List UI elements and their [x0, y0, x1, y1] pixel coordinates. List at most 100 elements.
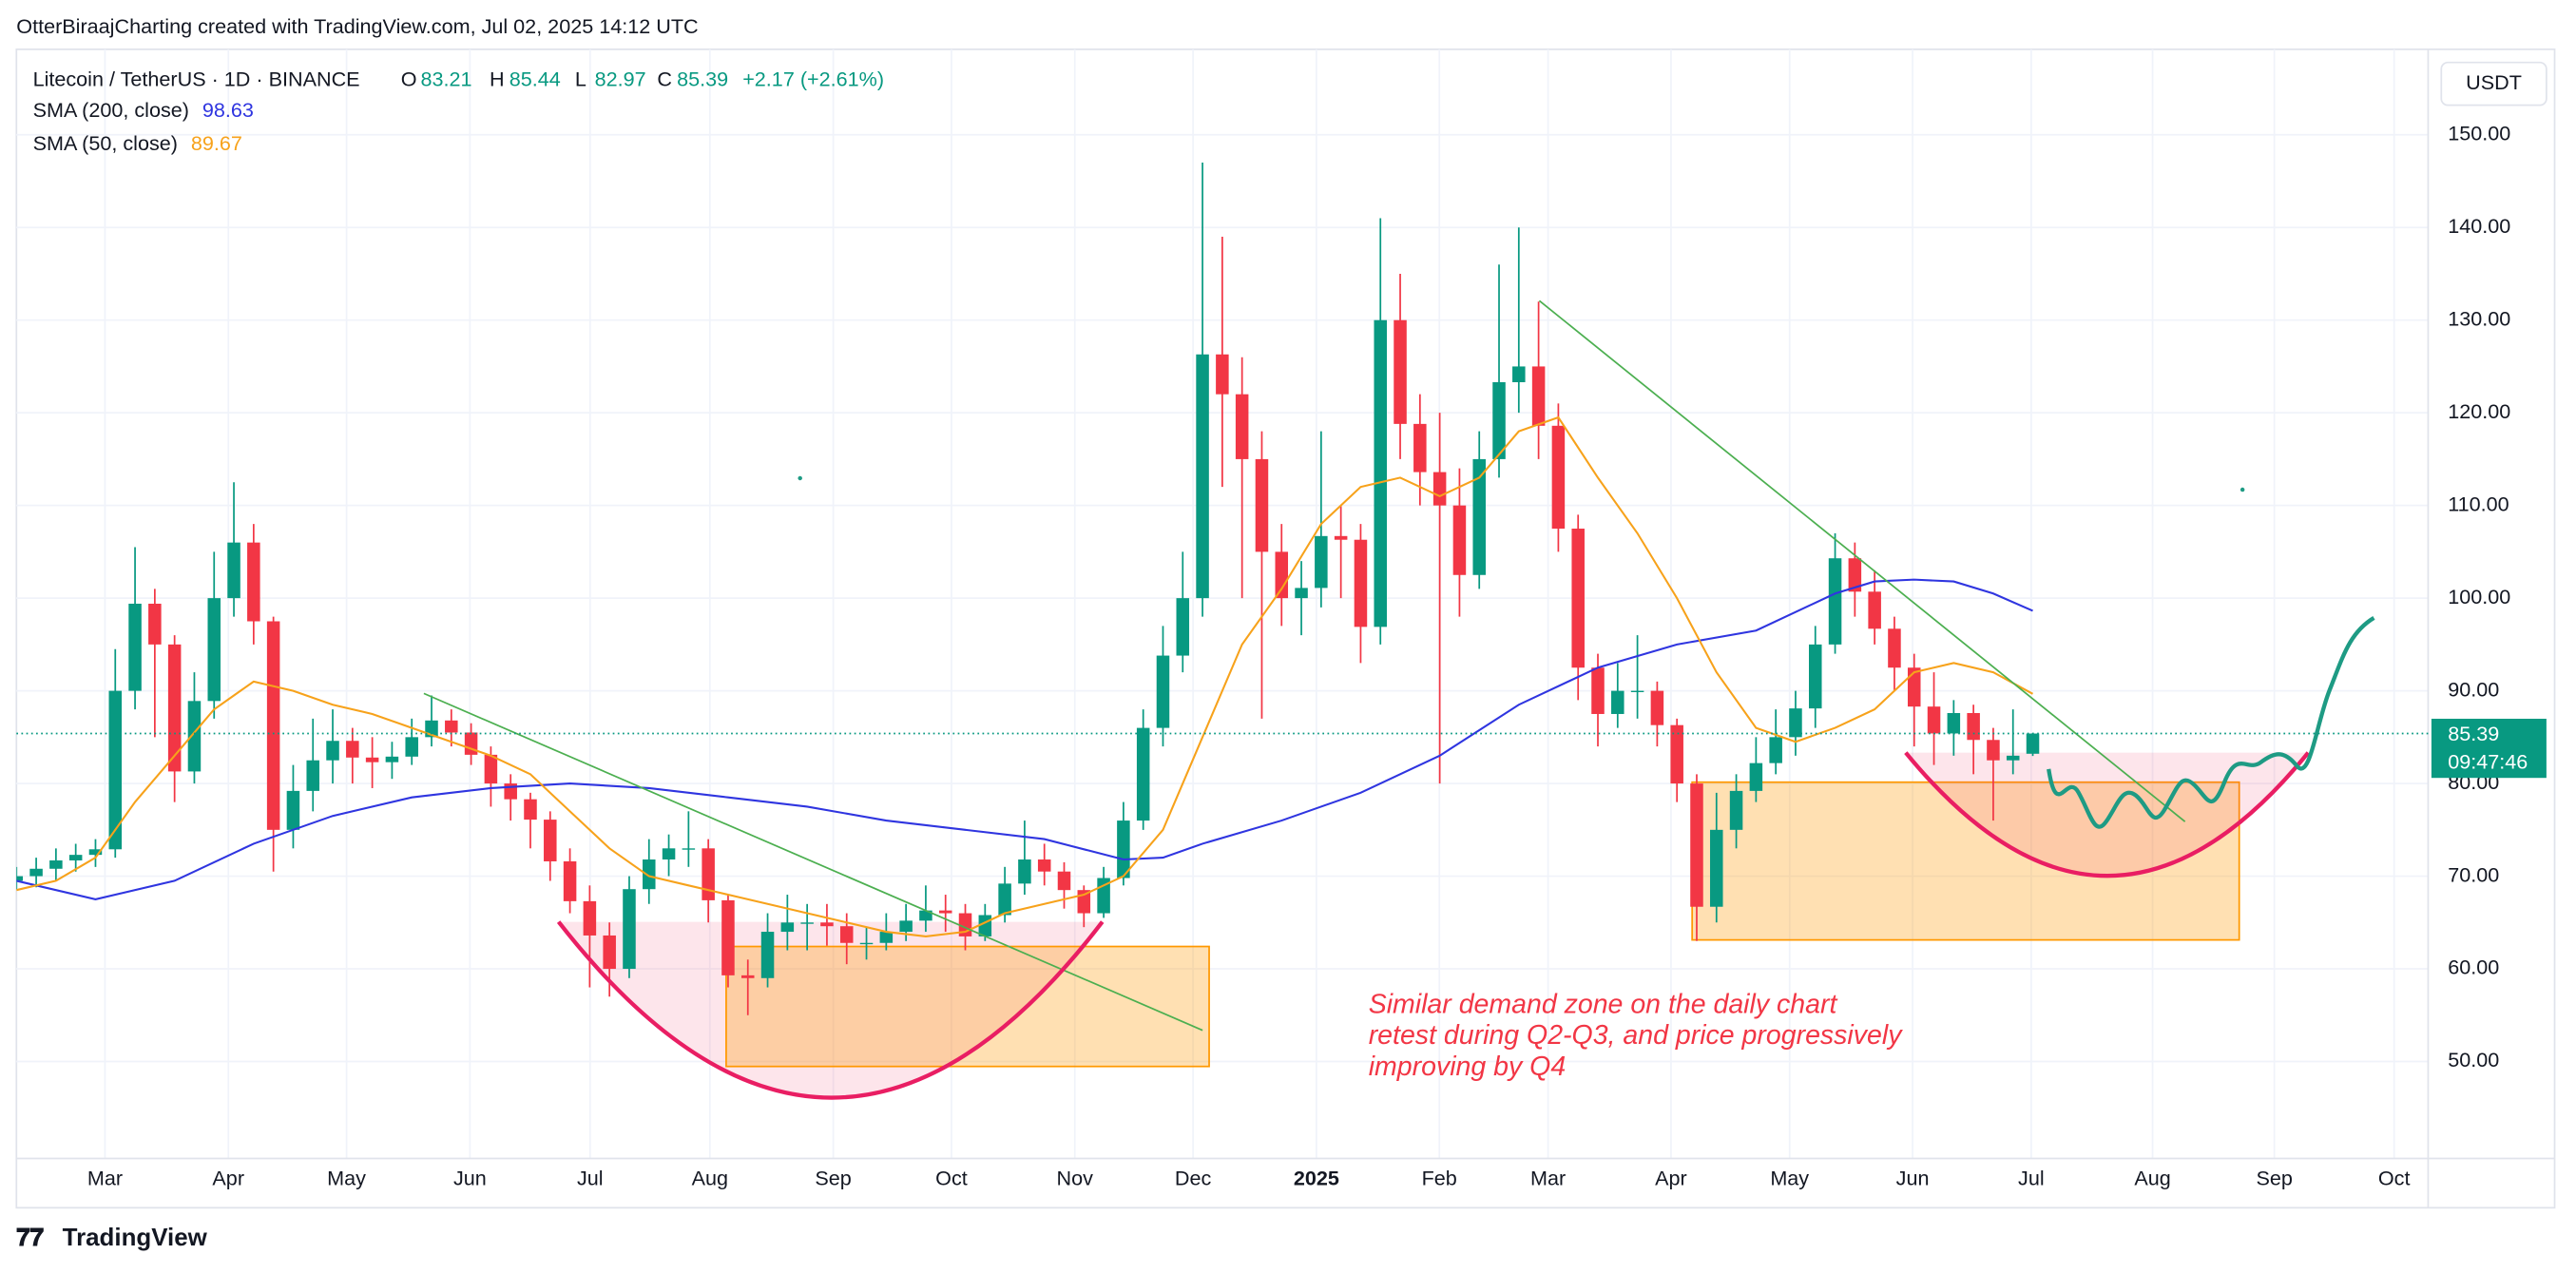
symbol-title: Litecoin / TetherUS · 1D · BINANCE [33, 67, 360, 90]
candle-body [128, 603, 142, 691]
candle-body [464, 732, 478, 755]
candle-body [148, 603, 162, 645]
candle-body [266, 621, 280, 830]
x-tick-label: Sep [815, 1167, 851, 1190]
candle-body [1176, 598, 1190, 656]
candle-body [306, 760, 319, 791]
candle-body [1531, 366, 1546, 426]
candle-body [1018, 859, 1031, 884]
candle-body [385, 756, 399, 762]
candle-body [1828, 558, 1842, 645]
candle-body [1650, 690, 1664, 725]
y-tick-label: 150.00 [2448, 121, 2510, 145]
candle-body [662, 848, 676, 860]
arc [1904, 751, 2310, 878]
candle-body [1413, 423, 1427, 473]
candle-body [247, 542, 260, 622]
candle-body [879, 932, 894, 943]
plot [16, 162, 2040, 1015]
candle-body [1888, 628, 1901, 668]
y-tick-label: 100.00 [2448, 585, 2510, 608]
candle-body [1354, 539, 1368, 627]
candle-body [524, 799, 537, 820]
candle-body [1987, 740, 2000, 761]
dot [2240, 487, 2245, 492]
candle-body [1710, 829, 1723, 907]
candle-body [1809, 644, 1822, 709]
candle-body [1571, 529, 1585, 668]
x-tick-label: Apr [212, 1167, 244, 1190]
candle-body [839, 926, 854, 943]
candle-body [1235, 394, 1249, 459]
candle-body [1690, 783, 1703, 907]
candle-body [1947, 713, 1961, 734]
y-tick-label: 120.00 [2448, 399, 2510, 423]
candle-body [346, 741, 359, 758]
y-tick-label: 130.00 [2448, 306, 2510, 330]
candle-body [1374, 319, 1387, 627]
candle-body [88, 849, 103, 856]
ohlc-value: 83.21 [420, 67, 471, 90]
candle-body [29, 868, 43, 877]
candle-body [1334, 535, 1348, 540]
candle-body [1551, 425, 1566, 530]
candle-body [919, 910, 932, 921]
candle-body [682, 848, 696, 850]
candle-body [1927, 706, 1941, 734]
candle-body [899, 920, 913, 933]
candle-body [1848, 558, 1862, 592]
dot [798, 475, 802, 481]
candle-body [286, 790, 300, 830]
candle-body [1749, 762, 1763, 791]
candle-body [326, 741, 339, 761]
candle-body [603, 935, 616, 970]
x-tick-label: Mar [87, 1167, 123, 1190]
annotation: improving by Q4 [1369, 1052, 1567, 1082]
x-tick-label: Dec [1175, 1167, 1212, 1190]
x-tick-label: Jul [577, 1167, 604, 1190]
x-tick-label: Aug [692, 1167, 728, 1190]
chart-frame [15, 48, 2556, 1209]
candle-body [1591, 667, 1605, 714]
candle-body [1630, 690, 1644, 692]
candle-body [1136, 727, 1150, 821]
candle-body [1611, 690, 1624, 714]
candle-body [2026, 733, 2040, 754]
candle-body [2006, 755, 2020, 761]
x-tick-label: May [1770, 1167, 1809, 1190]
candle-body [544, 820, 557, 861]
candle-body [563, 860, 577, 901]
annotation: retest during Q2-Q3, and price progressi… [1369, 1020, 1904, 1051]
candle-body [1315, 535, 1328, 589]
candle-body [445, 720, 458, 733]
candle-body [1057, 871, 1071, 891]
currency-button[interactable] [2440, 61, 2547, 106]
candle-body [1670, 724, 1683, 784]
sma-line [16, 415, 2034, 937]
sma-line [16, 578, 2033, 900]
x-tick-label: Oct [935, 1167, 968, 1190]
x-tick-label: Nov [1057, 1167, 1094, 1190]
x-tick-label: Oct [2378, 1167, 2411, 1190]
ohlc-label: C [657, 67, 672, 90]
y-tick-label: 50.00 [2448, 1048, 2499, 1071]
candle-body [49, 859, 63, 869]
candle-body [405, 737, 418, 757]
annotation: Similar demand zone on the daily chart [1369, 989, 1838, 1019]
candle-body [1967, 713, 1980, 741]
candle-body [623, 889, 636, 970]
ohlc-value: 82.97 [595, 67, 646, 90]
ohlc-value: 85.39 [677, 67, 728, 90]
candle-body [187, 701, 202, 772]
credit: OtterBiraajCharting created with Trading… [16, 14, 698, 38]
currency[interactable]: USDT [2466, 70, 2522, 94]
candle-body [227, 542, 240, 599]
candle-body [820, 922, 834, 927]
candle-body [1156, 655, 1170, 728]
overlay-drawings: Similar demand zone on the daily chart r… [423, 299, 2375, 1100]
x-tick-label: May [327, 1167, 366, 1190]
x-tick-label: Mar [1530, 1167, 1566, 1190]
last-price-label: 85.39 [2448, 722, 2499, 745]
candle-body [1789, 708, 1802, 738]
